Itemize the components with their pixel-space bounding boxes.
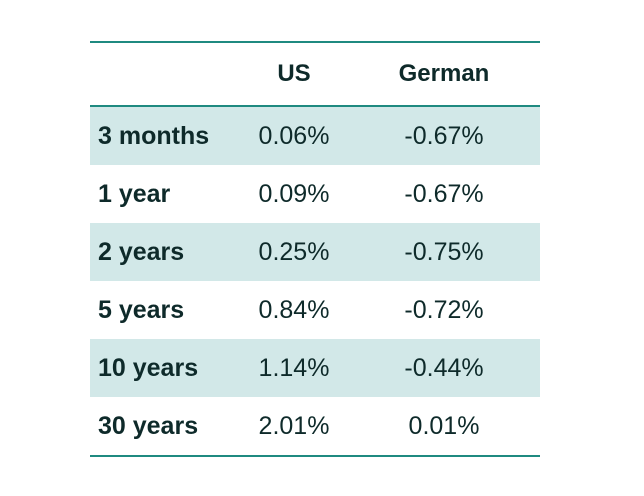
- header-german: German: [398, 60, 490, 87]
- german-value: -0.44%: [404, 353, 484, 382]
- row-label: 2 years: [98, 237, 185, 266]
- table-row: 2 years 0.25% -0.75%: [90, 223, 540, 281]
- row-label: 3 months: [98, 121, 210, 150]
- table-row: 3 months 0.06% -0.67%: [90, 107, 540, 165]
- german-value: -0.72%: [404, 295, 484, 324]
- german-value: -0.75%: [404, 237, 484, 266]
- table-header-row: US German: [90, 43, 540, 105]
- row-label: 10 years: [98, 353, 199, 382]
- german-value: 0.01%: [408, 411, 480, 440]
- header-us: US: [277, 60, 311, 87]
- table-header-rule: [90, 105, 540, 107]
- row-label: 30 years: [98, 411, 199, 440]
- row-label: 1 year: [98, 179, 171, 208]
- us-value: 0.84%: [258, 295, 330, 324]
- table-row: 1 year 0.09% -0.67%: [90, 165, 540, 223]
- table-row: 10 years 1.14% -0.44%: [90, 339, 540, 397]
- table-top-rule: [90, 41, 540, 43]
- us-value: 0.09%: [258, 179, 330, 208]
- us-value: 2.01%: [258, 411, 330, 440]
- yield-table: US German 3 months 0.06% -0.67% 1 year 0…: [90, 41, 540, 457]
- row-label: 5 years: [98, 295, 185, 324]
- table-row: 5 years 0.84% -0.72%: [90, 281, 540, 339]
- table-bottom-rule: [90, 455, 540, 457]
- us-value: 0.06%: [258, 121, 330, 150]
- us-value: 1.14%: [258, 353, 330, 382]
- us-value: 0.25%: [258, 237, 330, 266]
- table-row: 30 years 2.01% 0.01%: [90, 397, 540, 455]
- german-value: -0.67%: [404, 179, 484, 208]
- german-value: -0.67%: [404, 121, 484, 150]
